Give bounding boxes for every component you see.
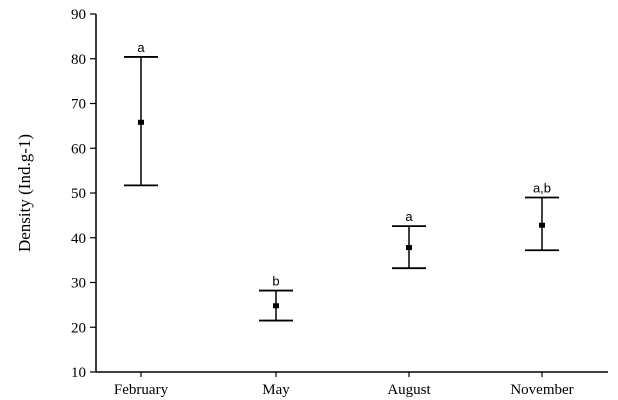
significance-label: a [137, 40, 145, 55]
y-tick-label: 20 [71, 320, 86, 336]
y-axis-title: Density (Ind.g-1) [15, 134, 34, 252]
y-tick-label: 60 [71, 141, 86, 157]
y-tick-label: 50 [71, 186, 86, 202]
x-tick-label: February [114, 382, 169, 398]
y-axis-ticks: 10 20 30 40 50 60 70 80 90 [71, 7, 96, 381]
x-tick-label: August [387, 382, 431, 398]
mean-point [273, 303, 279, 309]
mean-point [539, 222, 545, 228]
significance-label: b [272, 274, 279, 289]
mean-point [406, 245, 412, 251]
significance-label: a,b [533, 180, 551, 195]
mean-point [138, 119, 144, 125]
x-axis-ticks: February May August November [114, 372, 574, 398]
error-bars: a b a a,b [124, 40, 559, 322]
y-tick-label: 30 [71, 276, 86, 292]
y-tick-label: 10 [71, 365, 86, 381]
y-tick-label: 40 [71, 231, 86, 247]
axes [95, 14, 608, 373]
significance-label: a [405, 209, 413, 224]
y-tick-label: 70 [71, 97, 86, 113]
x-tick-label: November [510, 382, 573, 398]
y-tick-label: 80 [71, 52, 86, 68]
y-tick-label: 90 [71, 7, 86, 23]
x-tick-label: May [262, 382, 290, 398]
